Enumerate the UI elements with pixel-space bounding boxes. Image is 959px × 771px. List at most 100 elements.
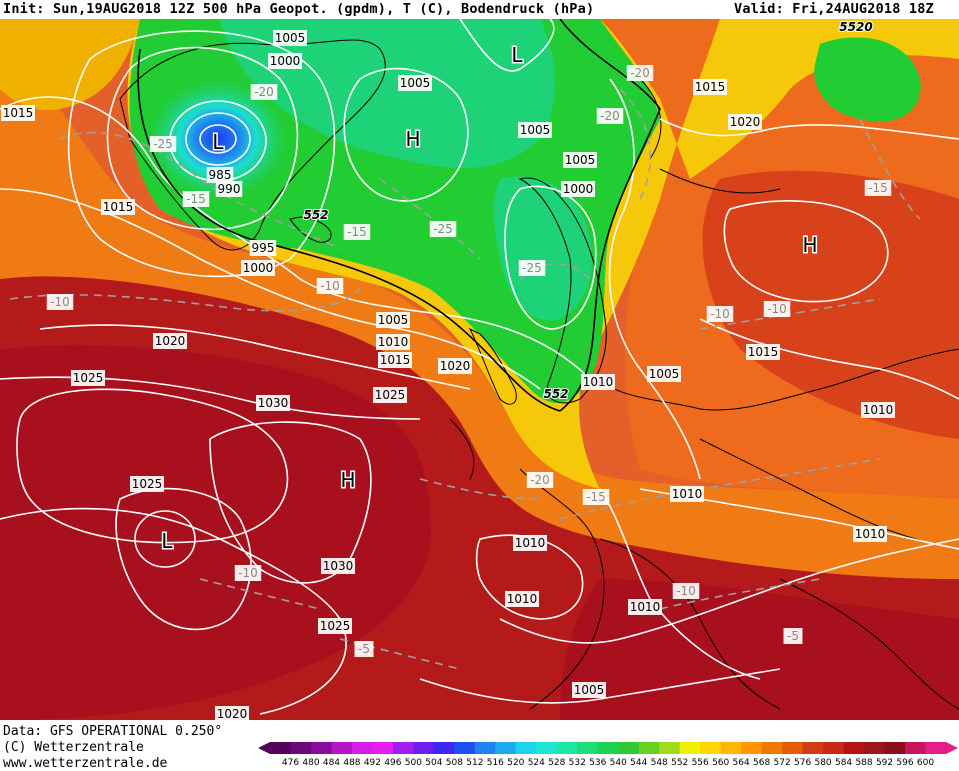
pressure-label: 1005 [273, 30, 307, 46]
svg-text:985: 985 [209, 168, 232, 182]
temperature-labels: -20 -25 -15 -20 -15 -25 -25 -10 -10 -20 -15 -10 -10 -… [46, 65, 892, 657]
scale-swatch [392, 742, 414, 754]
scale-swatch [864, 742, 886, 754]
scale-label: 580 [814, 758, 831, 768]
scale-swatch [515, 742, 537, 754]
scale-swatch [331, 742, 353, 754]
pressure-label: 1030 [256, 395, 290, 411]
scale-label: 556 [692, 758, 709, 768]
scale-label: 600 [917, 758, 934, 768]
scale-swatch [843, 742, 865, 754]
header-bar: Init: Sun,19AUG2018 12Z 500 hPa Geopot. … [0, 0, 959, 19]
pressure-label: 1000 [268, 53, 302, 69]
svg-text:1005: 1005 [520, 123, 551, 137]
geopotential-labels: 552 552 5520 [302, 19, 873, 402]
svg-text:-10: -10 [767, 302, 787, 316]
high-pressure-center: H [404, 126, 422, 153]
svg-text:1005: 1005 [378, 313, 409, 327]
header-valid-text: Valid: Fri,24AUG2018 18Z [734, 1, 934, 17]
pressure-label: 1000 [561, 181, 595, 197]
svg-text:1010: 1010 [630, 600, 661, 614]
low-pressure-center: L [510, 42, 525, 69]
scale-label: 588 [855, 758, 872, 768]
pressure-label: 1010 [853, 526, 887, 542]
svg-text:552: 552 [303, 208, 328, 222]
pressure-label: 1015 [693, 79, 727, 95]
footer-url[interactable]: www.wetterzentrale.de [3, 756, 168, 771]
svg-text:1020: 1020 [155, 334, 186, 348]
temperature-label: -20 [526, 472, 554, 488]
pressure-label: 1015 [1, 105, 35, 121]
svg-text:1010: 1010 [515, 536, 546, 550]
svg-text:1005: 1005 [574, 683, 605, 697]
coastlines [119, 39, 959, 710]
scale-swatch [761, 742, 783, 754]
scale-label: 508 [446, 758, 463, 768]
svg-text:-20: -20 [530, 473, 550, 487]
scale-label: 504 [425, 758, 442, 768]
geopotential-label: 5520 [838, 19, 873, 35]
scale-swatch [290, 742, 312, 754]
scale-swatch [925, 742, 947, 754]
svg-text:1015: 1015 [695, 80, 726, 94]
svg-text:1030: 1030 [323, 559, 354, 573]
pressure-label: 1005 [518, 122, 552, 138]
svg-text:-15: -15 [347, 225, 367, 239]
svg-text:1005: 1005 [400, 76, 431, 90]
svg-text:1005: 1005 [275, 31, 306, 45]
cold-trough-inner [220, 19, 555, 168]
svg-text:1030: 1030 [258, 396, 289, 410]
scale-label: 576 [794, 758, 811, 768]
scale-label: 500 [405, 758, 422, 768]
scale-label: 552 [671, 758, 688, 768]
scale-swatch [556, 742, 578, 754]
pressure-label: 995 [249, 240, 277, 256]
scale-label: 564 [733, 758, 750, 768]
svg-text:552: 552 [543, 387, 568, 401]
svg-text:1020: 1020 [730, 115, 761, 129]
pressure-label: 1010 [861, 402, 895, 418]
temperature-label: -10 [672, 583, 700, 599]
scale-label: 496 [384, 758, 401, 768]
high-pressure-center: H [339, 467, 357, 494]
svg-text:-10: -10 [320, 279, 340, 293]
footer-copyright: (C) Wetterzentrale [3, 740, 144, 755]
svg-text:L: L [212, 130, 224, 154]
temperature-label: -20 [626, 65, 654, 81]
svg-text:-15: -15 [868, 181, 888, 195]
scale-label: 488 [343, 758, 360, 768]
temperature-label: -10 [46, 294, 74, 310]
pressure-label: 1000 [241, 260, 275, 276]
scale-swatch [597, 742, 619, 754]
scale-swatch [413, 742, 435, 754]
svg-text:1025: 1025 [132, 477, 163, 491]
low-pressure-center: L [160, 528, 175, 555]
scale-swatch [433, 742, 455, 754]
scale-label: 524 [528, 758, 545, 768]
pressure-label: 990 [215, 181, 243, 197]
svg-text:1020: 1020 [217, 707, 248, 720]
scale-swatch [577, 742, 599, 754]
temperature-label: -15 [182, 191, 210, 207]
svg-text:L: L [161, 529, 173, 553]
scale-label: 480 [302, 758, 319, 768]
pressure-label: 985 [206, 167, 234, 183]
isobars [0, 19, 959, 715]
yellow-nw [0, 19, 140, 110]
svg-text:1015: 1015 [748, 345, 779, 359]
svg-text:1015: 1015 [3, 106, 34, 120]
temperature-label: -10 [763, 301, 791, 317]
svg-text:-10: -10 [676, 584, 696, 598]
pressure-label: 1025 [318, 618, 352, 634]
pressure-label: 1005 [647, 366, 681, 382]
temperature-label: -25 [149, 136, 177, 152]
svg-text:-20: -20 [600, 109, 620, 123]
svg-text:1015: 1015 [380, 353, 411, 367]
scale-swatch [884, 742, 906, 754]
pressure-label: 1010 [628, 599, 662, 615]
pressure-label: 1030 [321, 558, 355, 574]
scale-label: 536 [589, 758, 606, 768]
svg-text:1000: 1000 [563, 182, 594, 196]
